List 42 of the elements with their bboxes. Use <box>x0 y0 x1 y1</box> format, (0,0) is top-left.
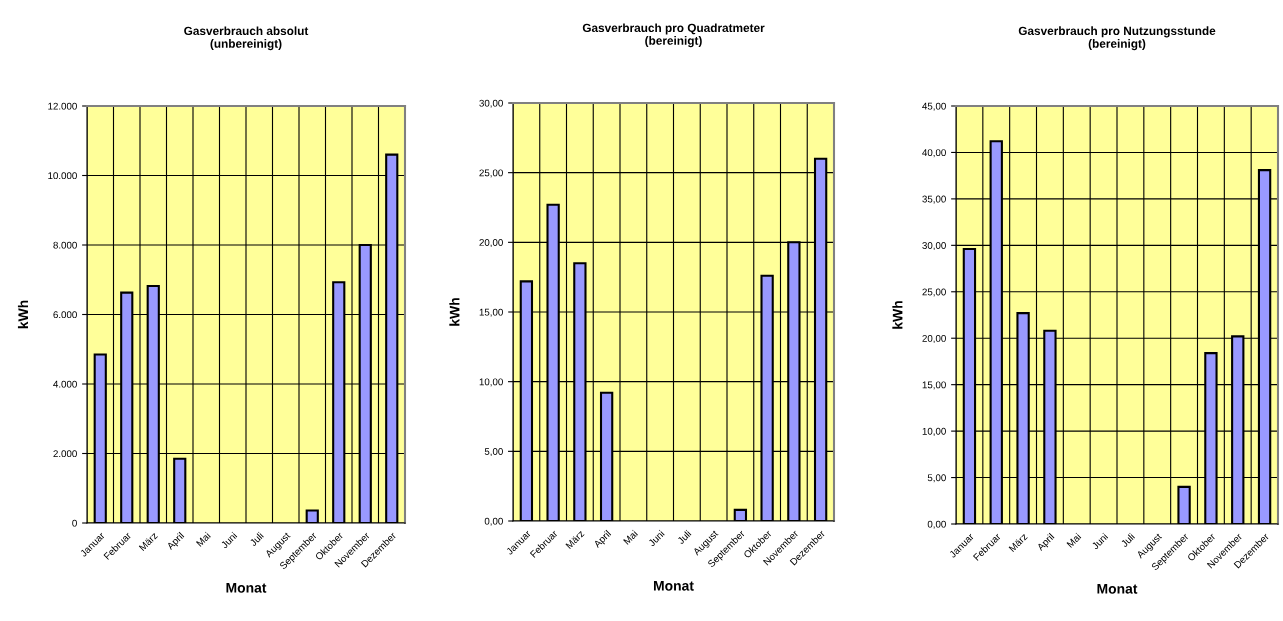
y-tick-label: 5,00 <box>927 474 946 483</box>
x-tick-label: Mai <box>195 531 211 547</box>
y-tick-label: 12.000 <box>48 102 77 110</box>
y-axis-title: kWh <box>449 298 460 326</box>
x-tick-label: Juli <box>676 529 692 545</box>
x-tick-label: Juli <box>1120 532 1135 548</box>
y-tick-label: 20,00 <box>479 239 503 248</box>
y-tick-label: 4.000 <box>53 380 77 388</box>
x-tick-label: Juli <box>249 531 264 547</box>
y-tick-label: 10.000 <box>48 172 77 180</box>
y-tick-label: 30,00 <box>922 242 946 251</box>
y-tick-label: 0 <box>72 519 77 527</box>
y-tick-label: 25,00 <box>479 169 503 178</box>
chart-title: Gasverbrauch pro Quadratmeter (bereinigt) <box>582 23 765 48</box>
x-tick-label: Juni <box>220 531 238 549</box>
x-axis-title: Monat <box>226 582 267 593</box>
y-tick-label: 5,00 <box>484 448 503 457</box>
y-tick-label: 25,00 <box>922 288 946 297</box>
y-tick-label: 0,00 <box>484 517 503 526</box>
y-tick-label: 35,00 <box>922 195 946 204</box>
x-axis-title: Monat <box>1097 583 1138 594</box>
x-tick-label: Juni <box>647 529 665 547</box>
y-tick-label: 45,00 <box>922 102 946 111</box>
y-tick-label: 2.000 <box>53 450 77 458</box>
y-tick-label: 40,00 <box>922 149 946 158</box>
y-tick-label: 20,00 <box>922 334 946 343</box>
y-tick-label: 10,00 <box>922 427 946 436</box>
y-tick-label: 10,00 <box>479 378 503 387</box>
y-tick-label: 6.000 <box>53 311 77 319</box>
y-tick-label: 0,00 <box>927 520 946 529</box>
chart-title: Gasverbrauch absolut (unbereinigt) <box>184 26 309 51</box>
y-axis-title: kWh <box>892 301 903 329</box>
x-tick-label: Juni <box>1091 532 1109 550</box>
y-tick-label: 15,00 <box>479 308 503 317</box>
y-axis-title: kWh <box>17 300 28 329</box>
x-axis-title: Monat <box>653 580 694 591</box>
x-tick-label: Mai <box>1066 532 1082 548</box>
y-tick-label: 30,00 <box>479 99 503 108</box>
x-tick-label: Mai <box>622 529 638 545</box>
y-tick-label: 15,00 <box>922 381 946 390</box>
y-tick-label: 8.000 <box>53 241 77 249</box>
chart-title: Gasverbrauch pro Nutzungsstunde (bereinigt) <box>1018 26 1216 51</box>
